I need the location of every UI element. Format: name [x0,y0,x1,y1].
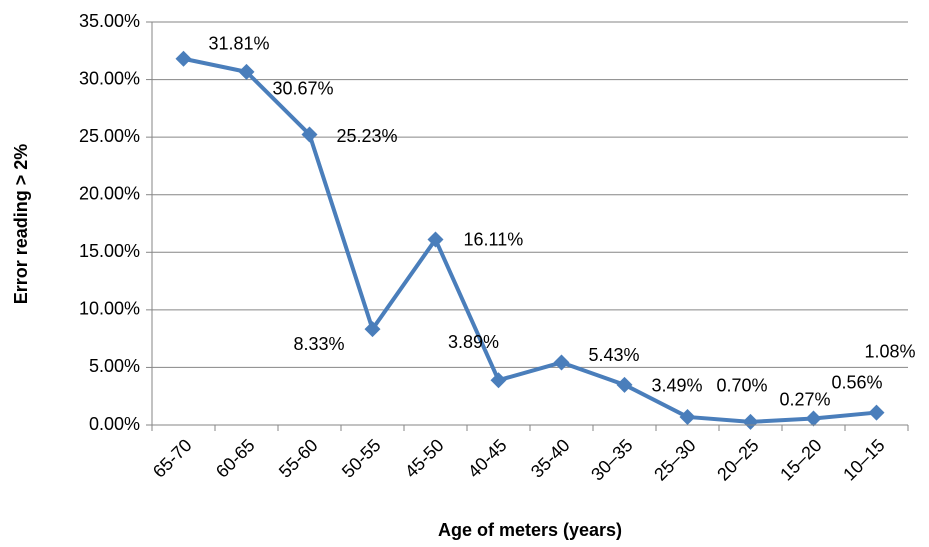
data-point [427,231,444,248]
y-tick-label: 20.00% [79,183,140,203]
data-label: 31.81% [209,33,270,53]
x-tick-label: 65-70 [149,435,196,482]
data-point [238,63,255,80]
x-tick-label: 25–30 [650,435,700,485]
data-label: 25.23% [337,126,398,146]
x-tick-label: 50-55 [338,435,385,482]
data-point [868,404,885,421]
y-tick-label: 5.00% [89,356,140,376]
data-line [183,56,877,424]
y-tick-label: 10.00% [79,299,140,319]
x-tick-label: 20–25 [713,435,763,485]
data-label: 0.70% [717,376,768,396]
y-tick-label: 15.00% [79,241,140,261]
x-tick-label: 30–35 [587,435,637,485]
y-axis-title: Error reading > 2% [11,144,31,305]
data-point [679,408,696,425]
x-tick-label: 45-50 [401,435,448,482]
x-tick-label: 35-40 [527,435,574,482]
data-label: 0.56% [832,372,883,392]
data-point [805,410,822,427]
x-tick-label: 60-65 [212,435,259,482]
data-point [490,372,507,389]
x-axis-title: Age of meters (years) [438,520,622,540]
y-tick-label: 35.00% [79,11,140,31]
data-label: 3.89% [448,332,499,352]
y-tick-label: 30.00% [79,68,140,88]
y-tick-label: 0.00% [89,414,140,434]
data-point [616,376,633,393]
data-point [175,50,192,67]
data-label: 5.43% [589,345,640,365]
x-tick-label: 55-60 [275,435,322,482]
x-tick-label: 10–15 [839,435,889,485]
x-tick-label: 15–20 [776,435,826,485]
data-label: 30.67% [273,79,334,99]
data-point [364,321,381,338]
data-label: 8.33% [293,334,344,354]
y-tick-label: 25.00% [79,126,140,146]
data-point [301,126,318,143]
data-point [553,354,570,371]
data-label: 1.08% [865,341,916,361]
data-point [742,413,759,430]
x-tick-label: 40-45 [464,435,511,482]
data-label: 3.49% [652,376,703,396]
data-label: 0.27% [780,390,831,410]
data-label: 16.11% [464,229,524,249]
